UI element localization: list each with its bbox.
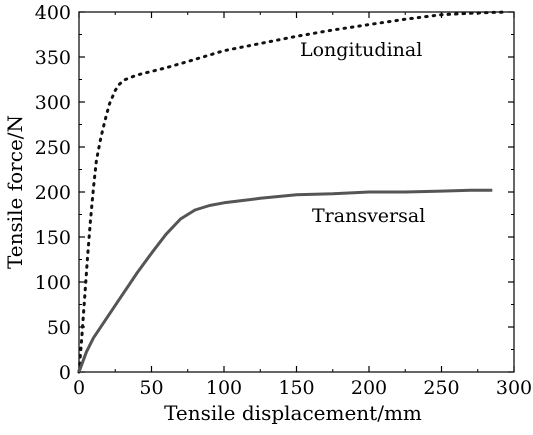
x-tick-label: 50 bbox=[139, 377, 163, 399]
y-tick-label: 350 bbox=[35, 47, 71, 69]
series-line-longitudinal bbox=[77, 10, 509, 374]
series-layer bbox=[77, 10, 509, 374]
y-tick-label: 200 bbox=[35, 182, 71, 204]
x-tick-label: 200 bbox=[351, 377, 387, 399]
y-tick-label: 100 bbox=[35, 272, 71, 294]
y-tick-label: 300 bbox=[35, 92, 71, 114]
series-line-transversal bbox=[77, 188, 493, 373]
y-axis-title: Tensile force/N bbox=[3, 115, 27, 269]
y-tick-label: 400 bbox=[35, 2, 71, 24]
x-tick-label: 300 bbox=[496, 377, 532, 399]
x-tick-label: 150 bbox=[278, 377, 314, 399]
y-tick-label: 150 bbox=[35, 227, 71, 249]
x-axis-title: Tensile displacement/mm bbox=[164, 401, 422, 425]
annotation-longitudinal: Longitudinal bbox=[300, 39, 422, 61]
y-tick-label: 0 bbox=[59, 362, 71, 384]
x-tick-label: 0 bbox=[73, 377, 85, 399]
x-tick-label: 100 bbox=[206, 377, 242, 399]
y-tick-label: 50 bbox=[47, 317, 71, 339]
y-tick-label: 250 bbox=[35, 137, 71, 159]
labels: Longitudinal Transversal Tensile displac… bbox=[3, 39, 425, 425]
axes: 0 50 100 150 200 250 300 0 50 100 150 200 250 300 350 4… bbox=[35, 2, 532, 399]
x-tick-label: 250 bbox=[423, 377, 459, 399]
annotation-transversal: Transversal bbox=[312, 205, 425, 227]
